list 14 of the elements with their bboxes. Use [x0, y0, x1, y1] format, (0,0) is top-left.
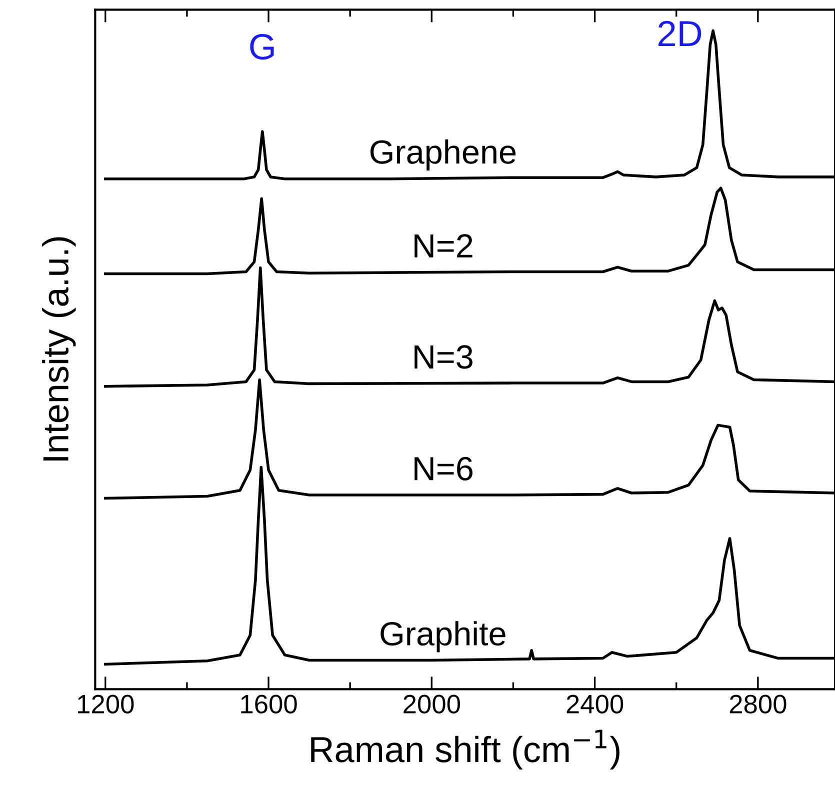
series-label: N=6 — [414, 456, 472, 480]
x-tick-label: 1200 — [78, 694, 134, 714]
series-label: Graphene — [370, 139, 516, 170]
x-tick-label: 2800 — [730, 694, 786, 714]
x-tick-label: 2400 — [566, 694, 624, 714]
x-axis-title: Raman shift (cm$^{−1}$) — [311, 730, 620, 770]
series-label: N=2 — [414, 234, 472, 258]
series-label: N=3 — [414, 345, 472, 369]
series-label: Graphite — [380, 621, 506, 652]
annotation: G — [250, 34, 274, 60]
annotation: 2D — [658, 20, 702, 46]
x-tick-label: 1600 — [241, 694, 297, 714]
x-tick-label: 2000 — [404, 694, 460, 714]
y-axis-title: Intensity (a.u.) — [42, 237, 76, 461]
